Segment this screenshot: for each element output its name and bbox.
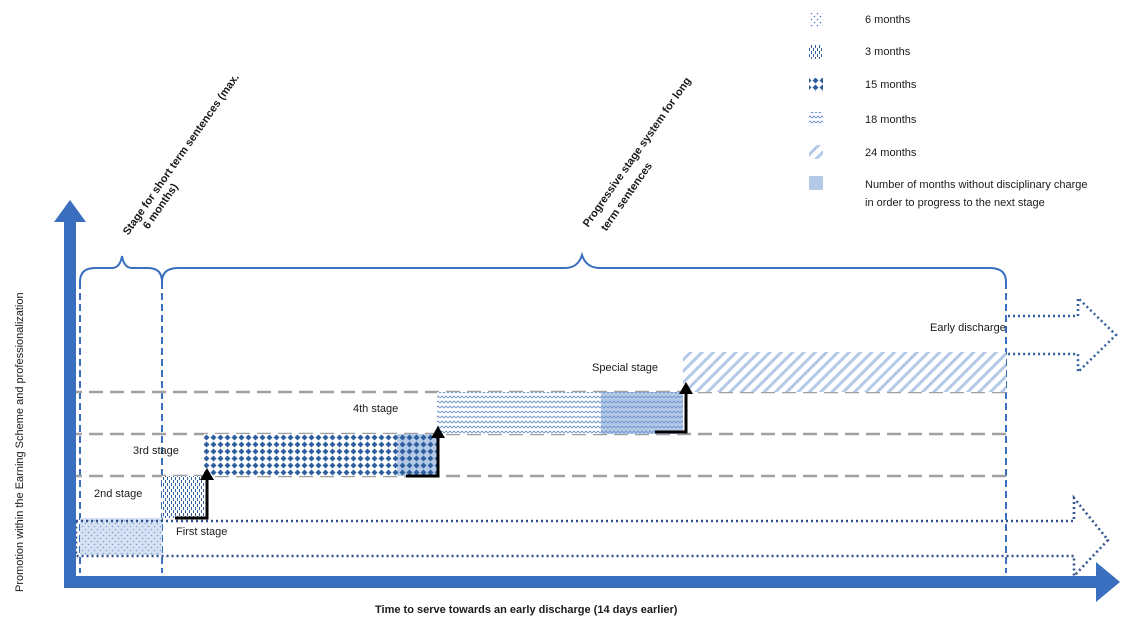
promotion-arrow-3-head <box>679 382 693 394</box>
legend-label-without-charge-line2: in order to progress to the next stage <box>865 197 1045 209</box>
third-stage-label: 3rd stage <box>133 445 179 457</box>
second-stage-label: 2nd stage <box>94 488 143 500</box>
legend-swatch-15-months <box>809 78 823 92</box>
early-discharge-arrow <box>1008 295 1118 375</box>
promotion-arrow-1 <box>175 478 209 520</box>
legend-label-15-months: 15 months <box>865 79 917 91</box>
legend-label-3-months: 3 months <box>865 46 911 58</box>
third-stage-required-block <box>397 434 437 476</box>
y-axis-label: Promotion within the Earning Scheme and … <box>14 292 26 592</box>
legend-label-6-months: 6 months <box>865 14 911 26</box>
first-stage-label: First stage <box>176 526 228 538</box>
early-discharge-label: Early discharge <box>930 322 1006 334</box>
second-stage-block <box>162 476 204 518</box>
promotion-arrow-3 <box>655 392 688 434</box>
first-stage-block <box>80 518 162 555</box>
y-axis-arrow <box>54 200 86 588</box>
legend-swatch-6-months <box>809 13 823 27</box>
legend-label-24-months: 24 months <box>865 147 917 159</box>
promotion-arrow-1-head <box>200 468 214 480</box>
x-axis-label: Time to serve towards an early discharge… <box>375 604 678 616</box>
long-term-bracket <box>161 251 1007 283</box>
special-stage-block <box>683 352 1006 392</box>
fourth-stage-label: 4th stage <box>353 403 399 415</box>
legend-swatch-18-months <box>809 112 823 126</box>
promotion-arrow-2-head <box>431 426 445 438</box>
legend-label-without-charge-line1: Number of months without disciplinary ch… <box>865 179 1088 191</box>
legend-label-18-months: 18 months <box>865 114 917 126</box>
promotion-arrow-2 <box>406 436 440 478</box>
fourth-stage-required-block <box>601 392 683 434</box>
legend-swatch-months-without-charge <box>809 176 823 190</box>
fourth-stage-block <box>437 392 601 434</box>
time-dotted-arrow <box>74 494 1110 580</box>
x-axis-arrow <box>64 562 1120 602</box>
short-term-bracket <box>79 255 163 283</box>
special-stage-label: Special stage <box>592 362 659 374</box>
third-stage-block <box>204 434 397 476</box>
legend-swatch-24-months <box>809 145 823 159</box>
legend-swatch-3-months <box>809 45 823 59</box>
